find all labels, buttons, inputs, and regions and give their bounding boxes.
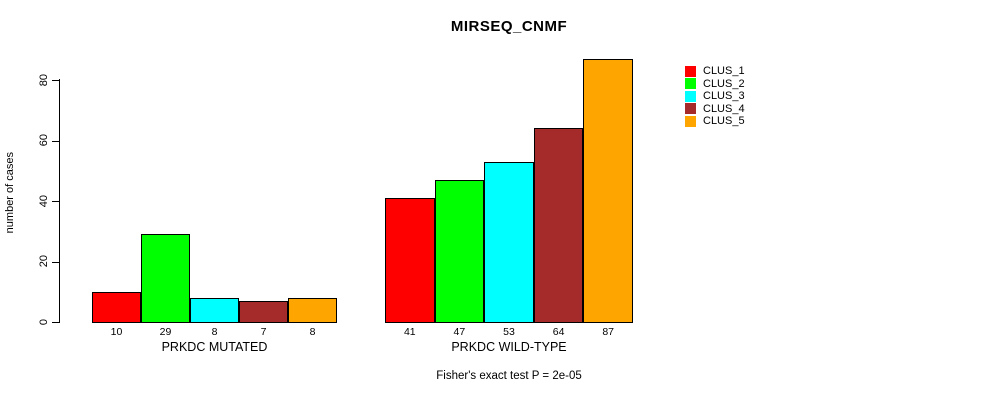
y-tick: [52, 140, 60, 142]
y-tick-label: 40: [28, 181, 50, 221]
bar-value-label: 53: [503, 326, 515, 338]
y-tick: [52, 322, 60, 323]
bar-value-label: 47: [453, 326, 466, 338]
chart-title: MIRSEQ_CNMF: [450, 18, 568, 35]
bar-value-label: 64: [552, 326, 565, 338]
legend-label: CLUS_2: [703, 77, 745, 90]
bar: [141, 234, 190, 323]
group-label: PRKDC WILD-TYPE: [451, 340, 567, 354]
y-tick-label-text: 0: [38, 318, 50, 326]
bar: [533, 128, 584, 323]
bar: [239, 301, 288, 323]
group-label: PRKDC MUTATED: [161, 340, 268, 354]
bar: [190, 298, 239, 323]
caption: Fisher's exact test P = 2e-05: [436, 370, 582, 382]
legend-swatch: [685, 90, 696, 102]
y-tick-label-text: 80: [38, 73, 50, 87]
bar: [434, 180, 485, 323]
bar-value-label: 7: [260, 326, 267, 338]
legend-item: CLUS_5: [685, 115, 745, 128]
y-tick-label: 80: [28, 60, 50, 100]
y-axis-title-text: number of cases: [4, 152, 16, 234]
bar-value-label: 8: [211, 326, 218, 338]
y-tick: [52, 261, 60, 263]
y-axis-title: number of cases: [2, 113, 18, 273]
y-tick-label-text: 60: [38, 134, 50, 147]
bar-value-label: 87: [602, 326, 615, 338]
legend-label: CLUS_3: [703, 90, 745, 102]
legend-swatch: [685, 103, 696, 115]
legend-swatch: [685, 78, 696, 90]
legend-swatch: [685, 65, 696, 77]
y-tick-label: 0: [28, 302, 50, 342]
bar-value-label: 41: [403, 326, 416, 338]
bar: [484, 162, 534, 323]
y-tick-label: 60: [28, 121, 50, 161]
legend-item: CLUS_1: [685, 65, 745, 78]
y-tick: [52, 201, 60, 202]
y-tick-label: 20: [28, 242, 50, 282]
bar: [385, 198, 435, 323]
legend-swatch: [685, 115, 696, 127]
legend-label: CLUS_1: [703, 65, 745, 77]
legend: CLUS_1 CLUS_2 CLUS_3 CLUS_4 CLUS_5: [685, 65, 745, 128]
legend-label: CLUS_5: [703, 115, 745, 127]
legend-item: CLUS_4: [685, 103, 745, 116]
bar-value-label: 10: [110, 326, 123, 338]
y-tick: [52, 80, 60, 81]
legend-item: CLUS_3: [685, 90, 745, 103]
bar: [92, 292, 141, 323]
bar-value-label: 29: [159, 326, 172, 338]
legend-item: CLUS_2: [685, 78, 745, 91]
bar: [288, 298, 337, 323]
y-tick-label-text: 20: [38, 255, 50, 268]
y-tick-label-text: 40: [38, 194, 50, 208]
bar: [583, 59, 633, 323]
bar-value-label: 8: [309, 326, 316, 338]
legend-label: CLUS_4: [703, 102, 745, 115]
